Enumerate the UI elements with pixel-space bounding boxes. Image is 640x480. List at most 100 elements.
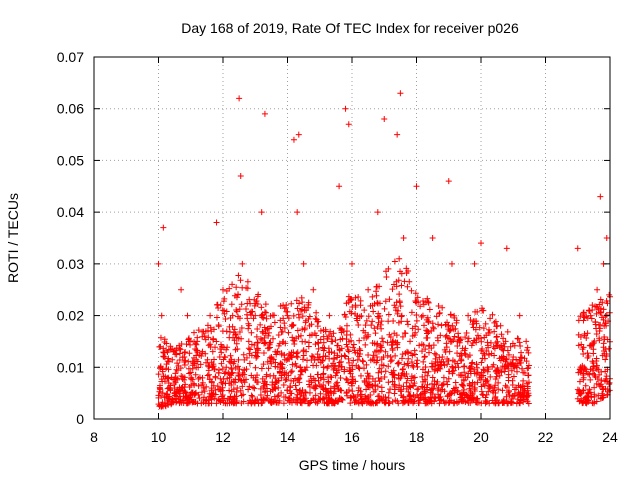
data-point [300, 392, 307, 399]
data-point [299, 313, 306, 320]
data-point [355, 322, 362, 329]
data-point [199, 333, 206, 340]
data-point [348, 382, 355, 389]
data-point [438, 396, 445, 403]
data-point [436, 354, 443, 361]
data-point [290, 337, 297, 344]
data-point [313, 309, 320, 316]
data-point [604, 391, 611, 398]
data-point [468, 360, 475, 367]
data-point [487, 315, 494, 322]
data-point [399, 351, 406, 358]
data-point [370, 308, 377, 315]
data-point [506, 388, 513, 395]
data-point [319, 358, 326, 365]
data-point [373, 292, 380, 299]
data-point [268, 360, 275, 367]
data-point [462, 351, 469, 358]
data-point [209, 348, 216, 355]
data-point [296, 300, 303, 307]
data-point [593, 310, 600, 317]
data-point [254, 353, 261, 360]
data-point [264, 358, 271, 365]
data-point [523, 338, 530, 345]
data-point [205, 334, 212, 341]
data-point [435, 302, 442, 309]
data-point [298, 307, 305, 314]
data-point [500, 347, 507, 354]
data-point [386, 296, 393, 303]
data-point [200, 394, 207, 401]
data-point [159, 366, 166, 373]
data-point [438, 322, 445, 329]
data-point [382, 298, 389, 305]
data-point [600, 340, 607, 347]
data-point [403, 370, 410, 377]
data-point [344, 392, 351, 399]
data-point [415, 400, 422, 407]
data-point [460, 398, 467, 405]
data-point [260, 314, 267, 321]
data-point [285, 372, 292, 379]
data-point [487, 373, 494, 380]
data-point [467, 389, 474, 396]
data-point [328, 374, 335, 381]
data-point [276, 369, 283, 376]
data-point [432, 358, 439, 365]
data-point [331, 388, 338, 395]
data-point [361, 307, 368, 314]
data-point [178, 341, 185, 348]
data-point [365, 393, 372, 400]
data-point [401, 399, 408, 406]
data-point [171, 376, 178, 383]
data-point [158, 376, 165, 383]
data-point [575, 317, 582, 324]
data-point [381, 399, 388, 406]
data-point [195, 382, 202, 389]
data-point [219, 328, 226, 335]
data-point [238, 301, 245, 308]
data-point [509, 340, 516, 347]
data-point [421, 322, 428, 329]
x-tick-label: 8 [90, 429, 98, 445]
data-point [517, 384, 524, 391]
data-point [397, 268, 404, 275]
data-point [187, 398, 194, 405]
data-point [450, 337, 457, 344]
data-point [234, 384, 241, 391]
data-point [259, 311, 266, 318]
data-point [469, 396, 476, 403]
data-point [374, 340, 381, 347]
data-point [373, 283, 380, 290]
data-point [368, 322, 375, 329]
data-point [315, 377, 322, 384]
data-point [431, 368, 438, 375]
data-point [419, 348, 426, 355]
data-point [355, 387, 362, 394]
data-point [157, 343, 164, 350]
data-point [314, 400, 321, 407]
data-point [223, 308, 230, 315]
data-point [519, 392, 526, 399]
data-point [346, 359, 353, 366]
data-point [199, 381, 206, 388]
data-point [198, 389, 205, 396]
data-point [238, 324, 245, 331]
data-point [161, 336, 168, 343]
data-point [198, 400, 205, 407]
data-point [586, 371, 593, 378]
y-axis-title: ROTI / TECUs [5, 193, 21, 283]
data-point [525, 349, 532, 356]
data-point [238, 392, 245, 399]
data-point [583, 399, 590, 406]
data-point [587, 376, 594, 383]
data-point [181, 376, 188, 383]
data-point [579, 400, 586, 407]
data-point [264, 385, 271, 392]
data-point [398, 282, 405, 289]
data-point [204, 363, 211, 370]
data-point [271, 393, 278, 400]
data-point [298, 367, 305, 374]
data-point [203, 359, 210, 366]
data-point [345, 348, 352, 355]
